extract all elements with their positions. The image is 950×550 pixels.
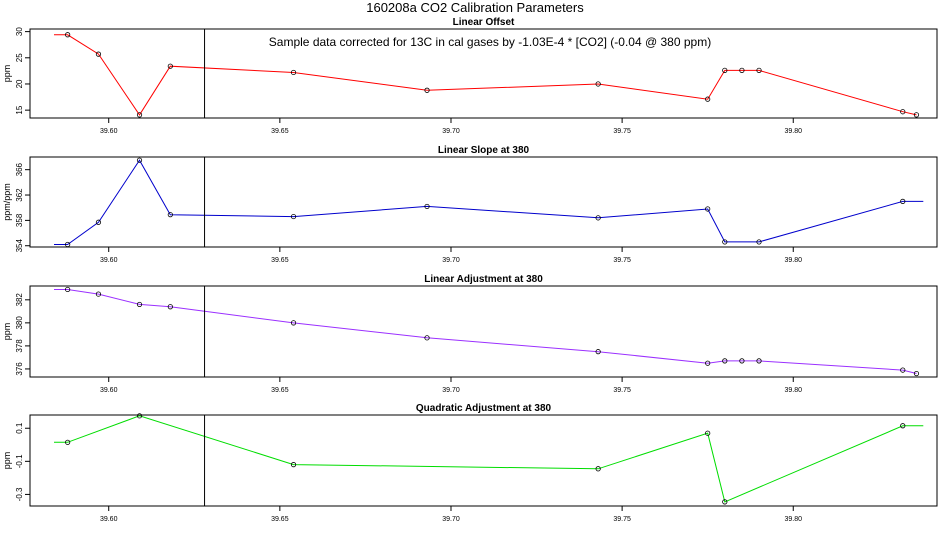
x-tick-label: 39.65 bbox=[271, 257, 289, 264]
plot-frame bbox=[29, 156, 938, 248]
y-axis-label: ppm/ppm bbox=[2, 183, 12, 221]
data-point bbox=[722, 67, 728, 73]
plot-frame bbox=[29, 285, 938, 378]
figure-title: 160208a CO2 Calibration Parameters bbox=[366, 0, 584, 15]
x-tick-label: 39.80 bbox=[784, 128, 802, 135]
data-point bbox=[424, 87, 430, 93]
series-line bbox=[54, 289, 917, 374]
x-tick-label: 39.60 bbox=[100, 257, 118, 264]
y-tick-label: -0.3 bbox=[15, 487, 24, 501]
y-tick-label: 378 bbox=[15, 339, 24, 353]
data-point bbox=[290, 320, 297, 326]
data-point bbox=[900, 109, 906, 115]
data-point bbox=[290, 69, 297, 76]
data-point bbox=[722, 239, 728, 245]
data-point bbox=[756, 358, 762, 364]
data-point bbox=[95, 51, 102, 57]
y-tick-label: 25 bbox=[15, 53, 24, 62]
plot-frame bbox=[29, 28, 938, 119]
panel-title: Linear Adjustment at 380 bbox=[424, 274, 543, 285]
y-tick-label: 354 bbox=[15, 239, 24, 253]
data-point bbox=[424, 335, 430, 341]
series-line bbox=[54, 159, 924, 245]
data-point bbox=[739, 358, 745, 364]
data-point bbox=[136, 413, 143, 419]
data-point bbox=[136, 112, 143, 118]
y-tick-label: 366 bbox=[15, 162, 24, 176]
y-tick-label: 362 bbox=[15, 188, 24, 202]
x-tick-label: 39.80 bbox=[784, 387, 802, 394]
x-tick-label: 39.65 bbox=[271, 128, 289, 135]
x-tick-label: 39.65 bbox=[271, 516, 289, 523]
data-point bbox=[424, 203, 430, 210]
data-point bbox=[65, 241, 71, 248]
data-point bbox=[136, 157, 143, 163]
y-axis-label: ppm bbox=[2, 65, 12, 83]
data-point bbox=[290, 462, 297, 468]
data-point bbox=[900, 423, 906, 429]
data-point bbox=[167, 63, 173, 69]
y-axis-label: ppm bbox=[2, 323, 12, 341]
x-tick-label: 39.60 bbox=[100, 128, 118, 135]
y-tick-label: 30 bbox=[15, 27, 24, 36]
x-tick-label: 39.80 bbox=[784, 257, 802, 264]
panel-title: Linear Slope at 380 bbox=[438, 145, 530, 156]
y-tick-label: -0.1 bbox=[15, 454, 24, 468]
y-tick-label: 382 bbox=[15, 293, 24, 307]
data-point bbox=[913, 112, 920, 118]
y-tick-label: 376 bbox=[15, 362, 24, 376]
data-point bbox=[595, 349, 601, 355]
data-point bbox=[756, 239, 762, 245]
data-point bbox=[65, 286, 71, 293]
panel-title: Linear Offset bbox=[453, 17, 515, 28]
x-tick-label: 39.75 bbox=[613, 387, 631, 394]
data-point bbox=[167, 212, 173, 218]
plot-frame bbox=[29, 414, 938, 507]
data-point bbox=[65, 439, 71, 445]
y-tick-label: 0.1 bbox=[15, 422, 24, 434]
x-tick-label: 39.70 bbox=[442, 387, 460, 394]
annotation-text: Sample data corrected for 13C in cal gas… bbox=[269, 35, 711, 49]
y-axis-label: ppm bbox=[2, 452, 12, 470]
data-point bbox=[705, 430, 711, 436]
data-point bbox=[705, 206, 711, 212]
data-point bbox=[705, 360, 711, 366]
y-tick-label: 20 bbox=[15, 79, 24, 88]
data-point bbox=[595, 466, 601, 472]
x-tick-label: 39.75 bbox=[613, 128, 631, 135]
data-point bbox=[167, 304, 173, 310]
x-tick-label: 39.75 bbox=[613, 516, 631, 523]
data-point bbox=[290, 213, 297, 220]
x-tick-label: 39.60 bbox=[100, 516, 118, 523]
data-point bbox=[900, 198, 906, 204]
x-tick-label: 39.70 bbox=[442, 516, 460, 523]
x-tick-label: 39.70 bbox=[442, 128, 460, 135]
data-point bbox=[722, 499, 728, 505]
data-point bbox=[900, 367, 906, 373]
data-point bbox=[756, 67, 762, 73]
data-point bbox=[136, 301, 143, 308]
data-point bbox=[595, 81, 601, 87]
panel-title: Quadratic Adjustment at 380 bbox=[416, 403, 552, 414]
x-tick-label: 39.60 bbox=[100, 387, 118, 394]
series-line bbox=[54, 415, 924, 503]
data-point bbox=[913, 370, 920, 377]
y-tick-label: 15 bbox=[15, 105, 24, 114]
data-point bbox=[95, 291, 102, 297]
data-point bbox=[722, 358, 728, 364]
series-line bbox=[54, 34, 917, 116]
data-point bbox=[705, 96, 711, 102]
x-tick-label: 39.65 bbox=[271, 387, 289, 394]
data-point bbox=[739, 67, 745, 73]
data-point bbox=[595, 215, 601, 221]
x-tick-label: 39.70 bbox=[442, 257, 460, 264]
y-tick-label: 380 bbox=[15, 316, 24, 330]
x-tick-label: 39.80 bbox=[784, 516, 802, 523]
x-tick-label: 39.75 bbox=[613, 257, 631, 264]
y-tick-label: 358 bbox=[15, 213, 24, 227]
data-point bbox=[95, 219, 102, 225]
data-point bbox=[65, 32, 71, 38]
